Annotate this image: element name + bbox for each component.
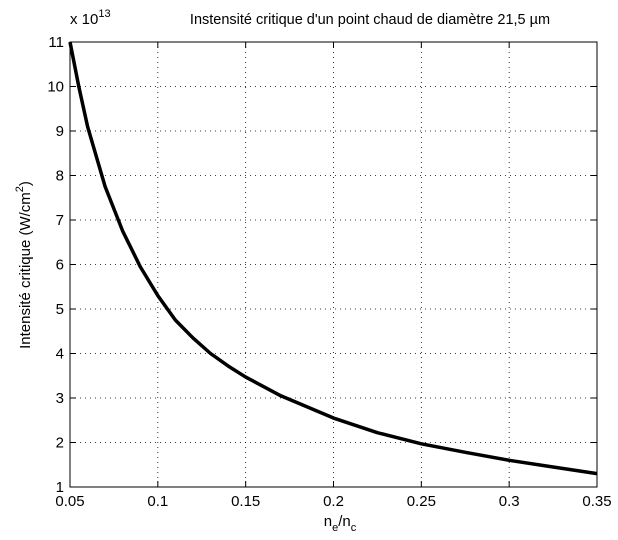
x-label-sub-e: e (332, 522, 338, 534)
y-multiplier: x 1013 (70, 8, 111, 28)
y-tick-label: 1 (56, 479, 64, 496)
y-tick-label: 7 (56, 212, 64, 229)
x-tick-label: 0.35 (582, 493, 611, 510)
x-axis-label: ne/nc (324, 513, 357, 534)
y-label-main: Intensité critique (W/cm (17, 192, 34, 349)
x-label-n1: n (324, 513, 332, 530)
plot-frame (69, 41, 598, 488)
tick-labels: 0.05 0.1 0.15 0.2 0.25 0.3 0.35 1 2 3 4 5 6 7 8 9 10 11 (47, 34, 611, 510)
x-tick-label: 0.15 (231, 493, 260, 510)
y-tick-label: 2 (56, 435, 64, 452)
y-tick-label: 3 (56, 390, 64, 407)
y-axis-label: Intensité critique (W/cm2) (14, 181, 34, 349)
x-tick-label: 0.1 (147, 493, 168, 510)
x-label-n2: n (342, 513, 350, 530)
x-tick-label: 0.2 (323, 493, 344, 510)
y-label-sup: 2 (14, 186, 26, 192)
y-tick-label: 9 (56, 123, 64, 140)
y-tick-label: 6 (56, 257, 64, 274)
y-tick-label: 5 (56, 301, 64, 318)
y-tick-label: 4 (56, 346, 64, 363)
y-multiplier-exponent: 13 (98, 8, 110, 20)
x-tick-label: 0.3 (499, 493, 520, 510)
x-label-sub-c: c (351, 522, 357, 534)
x-label-slash: / (338, 513, 343, 530)
y-tick-label: 11 (48, 34, 64, 51)
y-tick-label: 10 (47, 79, 64, 96)
series-line (68, 41, 598, 476)
y-multiplier-prefix: x 10 (70, 11, 98, 28)
y-tick-label: 8 (56, 168, 64, 185)
y-label-close: ) (17, 181, 34, 186)
grid-lines (70, 42, 597, 487)
axis-ticks (69, 41, 598, 488)
x-tick-label: 0.05 (55, 493, 84, 510)
chart-title: Instensité critique d'un point chaud de … (190, 12, 550, 28)
x-tick-label: 0.25 (407, 493, 436, 510)
series-layer (68, 41, 598, 476)
